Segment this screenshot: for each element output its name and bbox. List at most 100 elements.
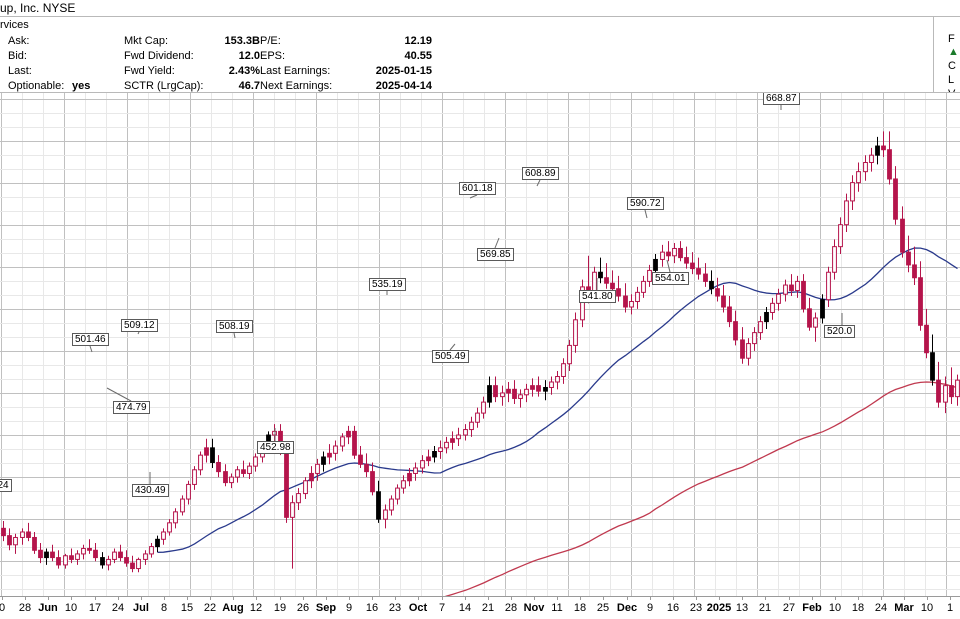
x-axis-label: 15 xyxy=(180,602,194,614)
x-axis-tick xyxy=(71,596,72,600)
x-axis-label: 9 xyxy=(345,602,353,614)
x-axis-tick xyxy=(812,596,813,600)
quote-row-fwd-dividend: Fwd Dividend: 12.0 xyxy=(124,49,260,64)
sector-label: rvices xyxy=(0,19,29,31)
clipped-row-3: C xyxy=(948,59,960,73)
x-axis-tick xyxy=(950,596,951,600)
quote-row-fwd-yield: Fwd Yield: 2.43% xyxy=(124,64,260,79)
x-axis-label: 27 xyxy=(782,602,796,614)
x-axis-label: Oct xyxy=(408,602,428,614)
clipped-row-1: F xyxy=(948,34,960,45)
price-annotation-layer: .27432.24501.46474.79509.12430.49508.194… xyxy=(0,93,960,596)
price-label: 508.19 xyxy=(216,320,253,333)
x-axis-line xyxy=(0,596,960,597)
fwd-dividend-value: 12.0 xyxy=(238,50,260,62)
x-axis-tick xyxy=(349,596,350,600)
optionable-value: yes xyxy=(72,80,91,92)
header-right-divider xyxy=(933,16,934,93)
x-axis-tick xyxy=(603,596,604,600)
x-axis-tick xyxy=(580,596,581,600)
x-axis-label: Nov xyxy=(523,602,545,614)
up-arrow-icon: ▲ xyxy=(948,46,959,58)
x-axis-tick xyxy=(326,596,327,600)
ask-label: Ask: xyxy=(8,35,30,47)
price-label: 569.85 xyxy=(477,248,514,261)
x-axis-label: 22 xyxy=(203,602,217,614)
x-axis-tick xyxy=(765,596,766,600)
clipped-row-2: ▲ xyxy=(948,45,960,59)
x-axis-label: 14 xyxy=(458,602,472,614)
x-axis-tick xyxy=(118,596,119,600)
price-label: 505.49 xyxy=(432,350,469,363)
x-axis-label: 9 xyxy=(646,602,654,614)
x-axis-tick xyxy=(835,596,836,600)
price-label: 590.72 xyxy=(627,197,664,210)
quote-row-optionable: Optionable: yes xyxy=(4,79,124,94)
quote-column-3: P/E: 12.19 EPS: 40.55 Last Earnings: 202… xyxy=(260,34,460,94)
clipped-label-4: L xyxy=(948,74,955,86)
x-axis-tick xyxy=(187,596,188,600)
x-axis-tick xyxy=(789,596,790,600)
x-axis-label: 28 xyxy=(504,602,518,614)
price-label: 554.01 xyxy=(652,272,689,285)
x-axis-label: 16 xyxy=(365,602,379,614)
header-divider-bottom xyxy=(0,92,960,93)
x-axis-label: 24 xyxy=(111,602,125,614)
last-label: Last: xyxy=(8,65,32,77)
pe-label: P/E: xyxy=(260,35,281,47)
x-axis-label: 21 xyxy=(758,602,772,614)
price-label: 432.24 xyxy=(0,479,12,492)
x-axis-label: 10 xyxy=(64,602,78,614)
x-axis-label: 2025 xyxy=(706,602,732,614)
x-axis-label: 8 xyxy=(160,602,168,614)
clipped-label-3: C xyxy=(948,60,956,72)
x-axis-tick xyxy=(280,596,281,600)
clipped-row-4: L xyxy=(948,73,960,87)
x-axis-tick xyxy=(256,596,257,600)
x-axis-label: 11 xyxy=(551,602,563,614)
sctr-value: 46.7 xyxy=(238,80,260,92)
mktcap-label: Mkt Cap: xyxy=(124,35,169,47)
quote-row-ask: Ask: xyxy=(4,34,124,49)
bid-label: Bid: xyxy=(8,50,27,62)
x-axis-tick xyxy=(372,596,373,600)
x-axis-tick xyxy=(48,596,49,600)
mktcap-value: 153.3B xyxy=(224,35,260,47)
x-axis-label: Jun xyxy=(38,602,58,614)
price-label: 520.0 xyxy=(824,325,856,338)
price-label: 501.46 xyxy=(72,333,109,346)
last-earnings-value: 2025-01-15 xyxy=(375,65,432,77)
title-row: up, Inc. NYSE xyxy=(0,0,960,17)
x-axis-tick xyxy=(858,596,859,600)
x-axis-label: 17 xyxy=(88,602,102,614)
last-earnings-label: Last Earnings: xyxy=(260,65,331,77)
fwd-yield-label: Fwd Yield: xyxy=(124,65,175,77)
price-label: 601.18 xyxy=(459,182,496,195)
clipped-label-1: F xyxy=(948,33,955,45)
x-axis-label: 18 xyxy=(851,602,865,614)
price-chart-panel[interactable]: .27432.24501.46474.79509.12430.49508.194… xyxy=(0,93,960,596)
x-axis-label: 26 xyxy=(296,602,310,614)
quote-row-sctr: SCTR (LrgCap): 46.7 xyxy=(124,79,260,94)
x-axis-label: 23 xyxy=(388,602,402,614)
x-axis-tick xyxy=(673,596,674,600)
next-earnings-label: Next Earnings: xyxy=(260,80,333,92)
x-axis-tick xyxy=(719,596,720,600)
x-axis-tick xyxy=(442,596,443,600)
price-label: 430.49 xyxy=(132,484,169,497)
x-axis-label: Aug xyxy=(222,602,244,614)
x-axis-tick xyxy=(488,596,489,600)
x-axis-label: Dec xyxy=(616,602,638,614)
candlestick-series xyxy=(1,131,960,573)
x-axis-tick xyxy=(904,596,905,600)
eps-value: 40.55 xyxy=(404,50,432,62)
x-axis-tick xyxy=(881,596,882,600)
x-axis-tick xyxy=(465,596,466,600)
annotation-leader-lines xyxy=(89,105,843,484)
price-label: 541.80 xyxy=(579,290,616,303)
eps-label: EPS: xyxy=(260,50,286,62)
x-axis-tick xyxy=(2,596,3,600)
x-axis-label: 18 xyxy=(573,602,587,614)
x-axis-label: 23 xyxy=(689,602,703,614)
